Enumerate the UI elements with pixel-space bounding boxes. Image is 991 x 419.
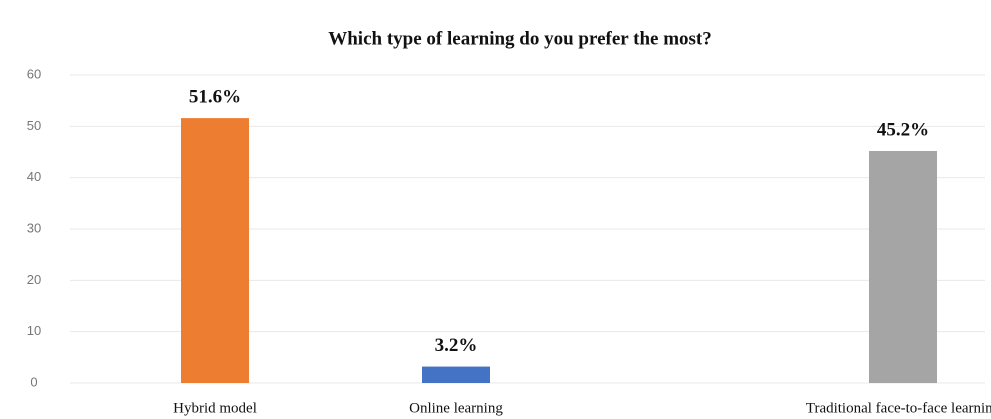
y-tick-label: 0	[30, 374, 37, 389]
data-label: 3.2%	[435, 335, 478, 356]
y-tick-label: 60	[27, 66, 41, 81]
y-tick-label: 10	[27, 323, 41, 338]
y-tick-label: 50	[27, 118, 41, 133]
data-label: 45.2%	[877, 119, 929, 140]
bar	[869, 150, 937, 383]
chart-title: Which type of learning do you prefer the…	[328, 28, 712, 49]
y-tick-label: 20	[27, 272, 41, 287]
bar	[181, 118, 249, 384]
bar	[422, 366, 490, 383]
x-tick-label: Traditional face-to-face learning	[806, 400, 991, 416]
x-tick-label: Online learning	[409, 400, 503, 416]
x-tick-label: Hybrid model	[173, 400, 257, 416]
y-tick-label: 30	[27, 220, 41, 235]
y-tick-label: 40	[27, 169, 41, 184]
data-label: 51.6%	[189, 86, 241, 107]
